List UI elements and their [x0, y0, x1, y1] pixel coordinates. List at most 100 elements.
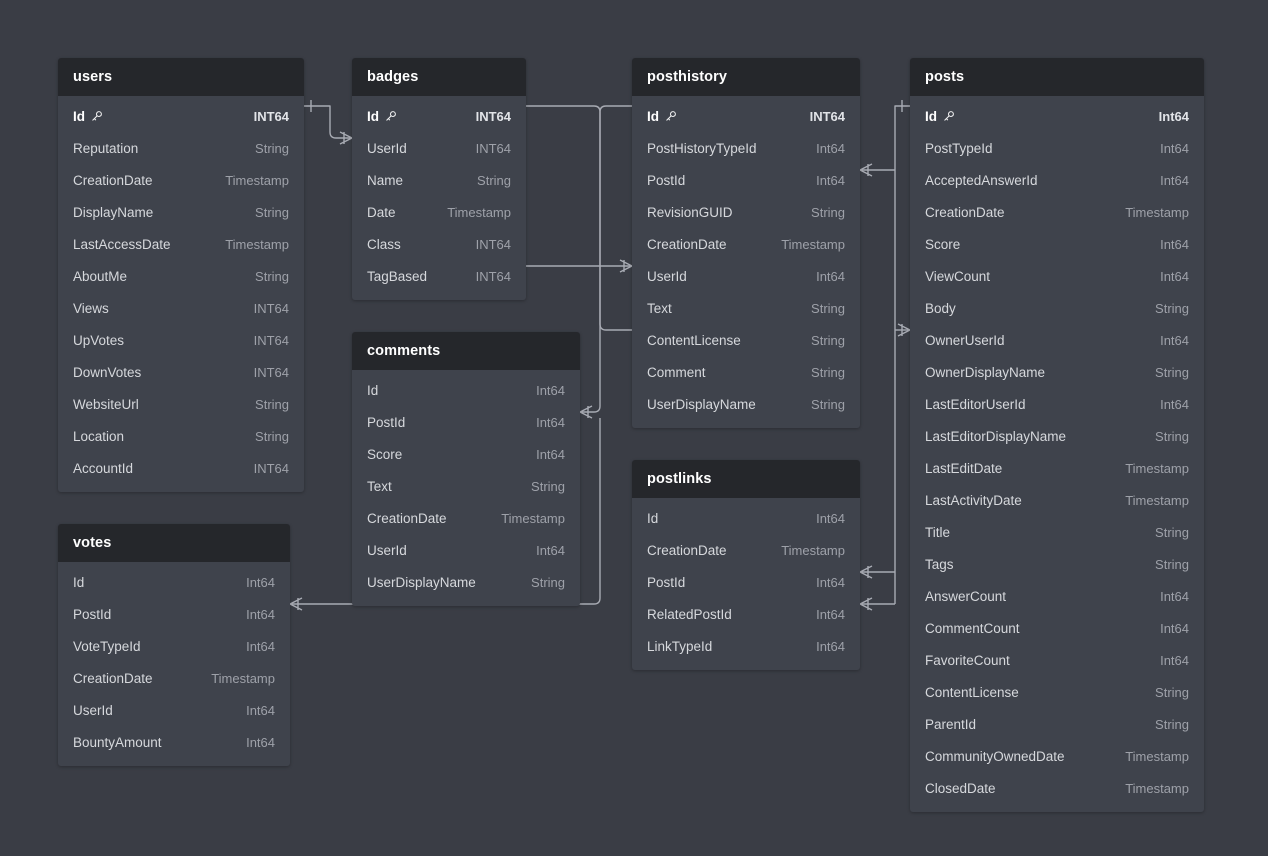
column-name: LastAccessDate: [73, 236, 171, 252]
column-row[interactable]: Id Int64: [632, 502, 860, 534]
column-row[interactable]: FavoriteCount Int64: [910, 644, 1204, 676]
column-row[interactable]: Tags String: [910, 548, 1204, 580]
column-row[interactable]: Name String: [352, 164, 526, 196]
column-row[interactable]: UserId Int64: [632, 260, 860, 292]
column-row[interactable]: Location String: [58, 420, 304, 452]
column-name: Score: [925, 236, 961, 252]
column-type: Timestamp: [1125, 780, 1189, 796]
column-row[interactable]: PostTypeId Int64: [910, 132, 1204, 164]
column-row[interactable]: AboutMe String: [58, 260, 304, 292]
column-row[interactable]: VoteTypeId Int64: [58, 630, 290, 662]
column-row[interactable]: Id INT64: [632, 100, 860, 132]
column-row[interactable]: LastEditorUserId Int64: [910, 388, 1204, 420]
column-row[interactable]: Id INT64: [58, 100, 304, 132]
column-type: Timestamp: [225, 236, 289, 252]
column-type: Int64: [1160, 588, 1189, 604]
column-row[interactable]: Text String: [352, 470, 580, 502]
column-row[interactable]: AccountId INT64: [58, 452, 304, 484]
connector-comments-posts: [579, 105, 632, 419]
column-row[interactable]: PostId Int64: [58, 598, 290, 630]
column-row[interactable]: UserId Int64: [58, 694, 290, 726]
connector-posts-postlinks-postid: [859, 565, 895, 579]
column-row[interactable]: Class INT64: [352, 228, 526, 260]
column-row[interactable]: Score Int64: [352, 438, 580, 470]
column-name: UserDisplayName: [367, 574, 476, 590]
column-row[interactable]: Id Int64: [352, 374, 580, 406]
column-row[interactable]: Score Int64: [910, 228, 1204, 260]
column-row[interactable]: LinkTypeId Int64: [632, 630, 860, 662]
column-row[interactable]: UserId INT64: [352, 132, 526, 164]
column-row[interactable]: RevisionGUID String: [632, 196, 860, 228]
column-row[interactable]: UpVotes INT64: [58, 324, 304, 356]
column-row[interactable]: CreationDate Timestamp: [58, 662, 290, 694]
column-row[interactable]: OwnerUserId Int64: [910, 324, 1204, 356]
table-users[interactable]: users Id INT64 Reputation String CreationDate…: [58, 58, 304, 492]
column-row[interactable]: DisplayName String: [58, 196, 304, 228]
column-type: Int64: [816, 510, 845, 526]
column-row[interactable]: PostHistoryTypeId Int64: [632, 132, 860, 164]
column-row[interactable]: ContentLicense String: [632, 324, 860, 356]
column-row[interactable]: ParentId String: [910, 708, 1204, 740]
table-votes[interactable]: votes Id Int64 PostId Int64 VoteTypeId Int64 Cr…: [58, 524, 290, 766]
key-icon: [90, 110, 103, 123]
connector-posts-postlinks-relatedpostid: [859, 597, 895, 611]
column-row[interactable]: Comment String: [632, 356, 860, 388]
column-row[interactable]: Title String: [910, 516, 1204, 548]
column-row[interactable]: Reputation String: [58, 132, 304, 164]
column-row[interactable]: CreationDate Timestamp: [58, 164, 304, 196]
column-row[interactable]: AcceptedAnswerId Int64: [910, 164, 1204, 196]
column-row[interactable]: TagBased INT64: [352, 260, 526, 292]
table-postlinks[interactable]: postlinks Id Int64 CreationDate Timestamp Pos…: [632, 460, 860, 670]
connector-votes-posts: [289, 418, 601, 611]
column-type: INT64: [253, 108, 289, 124]
column-row[interactable]: Views INT64: [58, 292, 304, 324]
column-row[interactable]: Date Timestamp: [352, 196, 526, 228]
column-row[interactable]: UserId Int64: [352, 534, 580, 566]
column-row[interactable]: CommentCount Int64: [910, 612, 1204, 644]
table-columns-badges: Id INT64 UserId INT64 Name String Date Timestam…: [352, 96, 526, 300]
column-row[interactable]: ClosedDate Timestamp: [910, 772, 1204, 804]
table-columns-posts: Id Int64 PostTypeId Int64 AcceptedAnswerId In…: [910, 96, 1204, 812]
column-row[interactable]: Id Int64: [58, 566, 290, 598]
column-row[interactable]: CreationDate Timestamp: [910, 196, 1204, 228]
table-posthistory[interactable]: posthistory Id INT64 PostHistoryTypeId Int64…: [632, 58, 860, 428]
column-row[interactable]: CreationDate Timestamp: [632, 534, 860, 566]
column-row[interactable]: UserDisplayName String: [352, 566, 580, 598]
column-row[interactable]: CreationDate Timestamp: [632, 228, 860, 260]
column-row[interactable]: RelatedPostId Int64: [632, 598, 860, 630]
column-row[interactable]: UserDisplayName String: [632, 388, 860, 420]
column-name: Id: [367, 382, 379, 398]
column-row[interactable]: LastEditDate Timestamp: [910, 452, 1204, 484]
column-row[interactable]: LastActivityDate Timestamp: [910, 484, 1204, 516]
column-row[interactable]: ContentLicense String: [910, 676, 1204, 708]
column-row[interactable]: LastEditorDisplayName String: [910, 420, 1204, 452]
column-name: Title: [925, 524, 951, 540]
column-row[interactable]: CreationDate Timestamp: [352, 502, 580, 534]
column-row[interactable]: ViewCount Int64: [910, 260, 1204, 292]
column-row[interactable]: PostId Int64: [632, 164, 860, 196]
table-badges[interactable]: badges Id INT64 UserId INT64 Name String Date Ti…: [352, 58, 526, 300]
column-name: ClosedDate: [925, 780, 996, 796]
column-type: Int64: [536, 414, 565, 430]
column-row[interactable]: PostId Int64: [632, 566, 860, 598]
column-row[interactable]: Body String: [910, 292, 1204, 324]
column-row[interactable]: BountyAmount Int64: [58, 726, 290, 758]
column-type: Timestamp: [225, 172, 289, 188]
column-name: AccountId: [73, 460, 134, 476]
column-row[interactable]: Text String: [632, 292, 860, 324]
table-posts[interactable]: posts Id Int64 PostTypeId Int64 AcceptedAnswe…: [910, 58, 1204, 812]
table-comments[interactable]: comments Id Int64 PostId Int64 Score Int64 Text…: [352, 332, 580, 606]
column-type: INT64: [253, 300, 289, 316]
column-row[interactable]: WebsiteUrl String: [58, 388, 304, 420]
column-type: Timestamp: [1125, 748, 1189, 764]
column-row[interactable]: CommunityOwnedDate Timestamp: [910, 740, 1204, 772]
column-row[interactable]: Id Int64: [910, 100, 1204, 132]
column-row[interactable]: LastAccessDate Timestamp: [58, 228, 304, 260]
column-row[interactable]: AnswerCount Int64: [910, 580, 1204, 612]
column-row[interactable]: PostId Int64: [352, 406, 580, 438]
column-row[interactable]: Id INT64: [352, 100, 526, 132]
column-name: LastEditorDisplayName: [925, 428, 1067, 444]
column-row[interactable]: OwnerDisplayName String: [910, 356, 1204, 388]
column-row[interactable]: DownVotes INT64: [58, 356, 304, 388]
column-type: String: [1155, 684, 1189, 700]
